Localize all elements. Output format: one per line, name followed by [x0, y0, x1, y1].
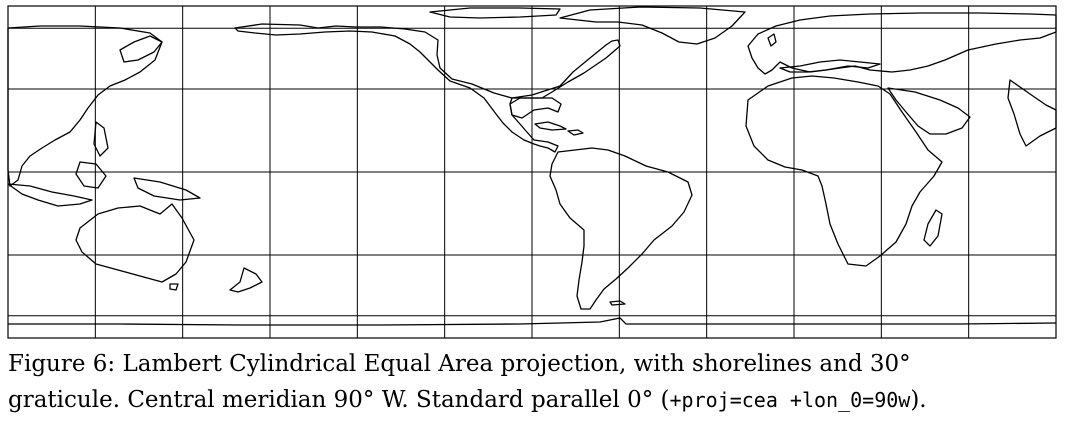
caption-line-1: Figure 6: Lambert Cylindrical Equal Area…	[8, 351, 911, 377]
coastline-japan	[119, 35, 163, 63]
coastline-eurasia	[747, 12, 1057, 75]
coastline-new-guinea	[133, 177, 201, 201]
coastline-arabia	[887, 87, 971, 135]
figure-caption: Figure 6: Lambert Cylindrical Equal Area…	[8, 346, 1078, 418]
coastline-greenland	[559, 6, 746, 45]
coastline-borneo	[75, 161, 107, 189]
caption-line-2-prefix: graticule. Central meridian 90° W. Stand…	[8, 387, 670, 413]
coastline-hispaniola	[567, 129, 584, 136]
coastline-africa	[745, 75, 943, 267]
coastline-sumatra-java	[7, 183, 93, 207]
coastline-cuba	[534, 121, 567, 131]
coastline-canadian-archipelago	[429, 7, 561, 19]
coastline-north-america	[234, 23, 621, 153]
coastline-gulf-of-mexico	[509, 97, 562, 119]
coastline-madagascar	[923, 209, 943, 247]
map-figure	[7, 5, 1057, 339]
coastline-antarctica	[8, 317, 1057, 326]
caption-line-2: graticule. Central meridian 90° W. Stand…	[8, 382, 1078, 418]
map-frame	[7, 5, 1057, 339]
coastline-new-zealand	[229, 267, 263, 293]
coastline-south-america	[549, 147, 693, 310]
coastline-philippines	[93, 121, 109, 157]
coastline-tierra-del-fuego	[609, 300, 626, 306]
coastline-australia	[75, 203, 195, 283]
coastline-british-isles	[767, 33, 777, 47]
coastline-tasmania	[169, 283, 179, 291]
coastline-mediterranean	[779, 59, 881, 73]
caption-proj-string: +proj=cea +lon_0=90w	[669, 388, 911, 412]
coastline-india-peninsula	[1007, 79, 1057, 147]
coastline-asia-east	[7, 25, 163, 187]
shorelines	[7, 6, 1057, 326]
caption-line-2-suffix: ).	[910, 387, 927, 413]
graticule	[8, 6, 1056, 338]
